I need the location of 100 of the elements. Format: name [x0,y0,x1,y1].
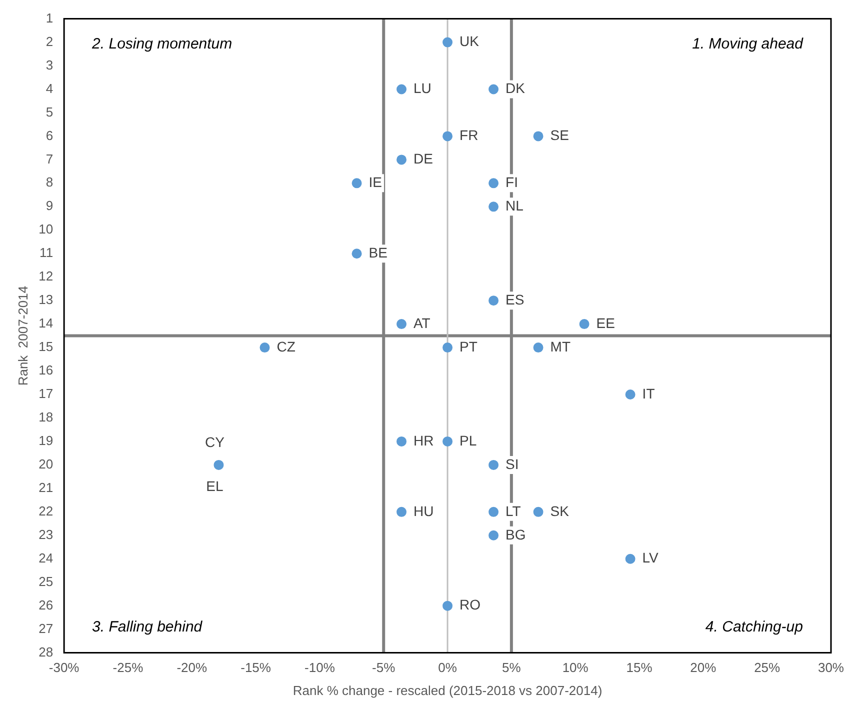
point [352,248,362,259]
y-tick-label: 24 [38,550,54,566]
annotation: RO [460,596,481,613]
point [625,554,636,564]
annotation: SI [506,456,519,472]
annotation: LT [506,502,522,519]
annotation: BG [506,526,526,542]
point [442,131,453,142]
y-tick-label: 15 [38,339,54,354]
point [579,319,590,330]
y-tick-label: 3 [46,57,54,72]
y-tick-label: 18 [38,410,54,425]
point [625,390,636,400]
annotation: SK [550,502,570,519]
y-tick-label: 5 [46,104,54,120]
point [396,506,407,517]
x-tick-label: 15% [626,660,653,676]
annotation: EL [206,478,224,494]
point [488,202,499,212]
annotation: EE [596,314,615,331]
point [396,319,407,330]
point [533,342,544,353]
annotation: 2. Losing momentum [91,35,232,52]
x-tick-label: 5% [502,660,522,676]
x-tick-label: 0% [438,660,458,676]
y-tick-label: 20 [38,456,54,472]
y-tick-label: 28 [38,644,54,660]
annotation: BE [368,244,388,260]
point [396,84,407,94]
point [442,600,453,611]
point [533,506,544,517]
point [488,178,499,188]
x-tick-label: 10% [562,660,589,676]
y-tick-label: 13 [38,292,54,308]
annotation: DK [506,80,526,96]
y-tick-label: 27 [38,620,54,636]
annotation: CY [205,434,226,450]
annotation: 1. Moving ahead [692,35,804,52]
annotation: AT [414,314,431,331]
point [442,436,453,446]
x-tick-label: -15% [240,660,272,676]
annotation: ES [506,291,524,308]
x-tick-label: 20% [690,660,717,676]
annotation: MT [550,338,571,354]
annotation: 4. Catching-up [705,618,803,636]
y-tick-label: 21 [38,480,54,496]
y-tick-label: 4 [46,80,54,96]
annotation: PT [460,338,478,354]
y-tick-label: 6 [46,128,54,143]
annotation: LV [642,550,660,566]
point [214,460,224,470]
y-tick-label: 8 [46,174,54,190]
annotation: DE [414,150,433,167]
annotation: IT [642,385,656,402]
y-tick-label: 19 [38,433,54,448]
y-tick-label: 23 [38,526,54,542]
x-axis-title: Rank % change - rescaled (2015-2018 vs 2007-2014) [292,682,602,698]
annotation: NL [506,198,524,214]
y-tick-label: 7 [46,151,54,166]
x-tick-label: -20% [176,660,208,676]
y-axis-title: Rank 2007-2014 [15,286,30,386]
point [442,342,453,353]
y-tick-label: 12 [38,268,54,284]
annotation: PL [460,432,477,448]
x-tick-label: -5% [372,660,396,676]
y-tick-label: 26 [38,597,54,612]
annotation: 3. Falling behind [92,618,203,636]
y-tick-label: 17 [38,386,54,402]
point [352,178,362,188]
y-tick-label: 2 [46,34,54,49]
point [260,342,270,353]
point [488,84,499,94]
point [488,460,499,470]
y-tick-label: 14 [38,316,54,331]
x-tick-label: -25% [112,660,144,676]
annotation: HU [414,502,434,519]
point [396,154,407,165]
x-tick-label: 25% [754,660,781,676]
annotation: SE [550,127,569,144]
point [442,37,453,48]
y-tick-label: 11 [40,245,54,260]
annotation: FI [506,174,518,190]
point [488,506,499,517]
x-tick-label: -10% [304,660,336,676]
y-tick-label: 1 [46,10,54,26]
annotation: CZ [276,338,296,354]
annotation: UK [460,33,480,50]
x-tick-label: 30% [818,660,844,676]
point [396,436,407,446]
y-tick-label: 22 [38,503,54,518]
y-tick-label: 25 [38,574,54,589]
y-tick-label: 10 [38,222,54,237]
y-tick-label: 9 [46,198,54,214]
annotation: HR [414,432,434,448]
annotation: LU [414,80,432,96]
y-tick-label: 16 [38,362,54,378]
point [488,530,499,540]
point [488,296,499,306]
point [533,131,544,142]
x-tick-label: -30% [48,660,80,676]
